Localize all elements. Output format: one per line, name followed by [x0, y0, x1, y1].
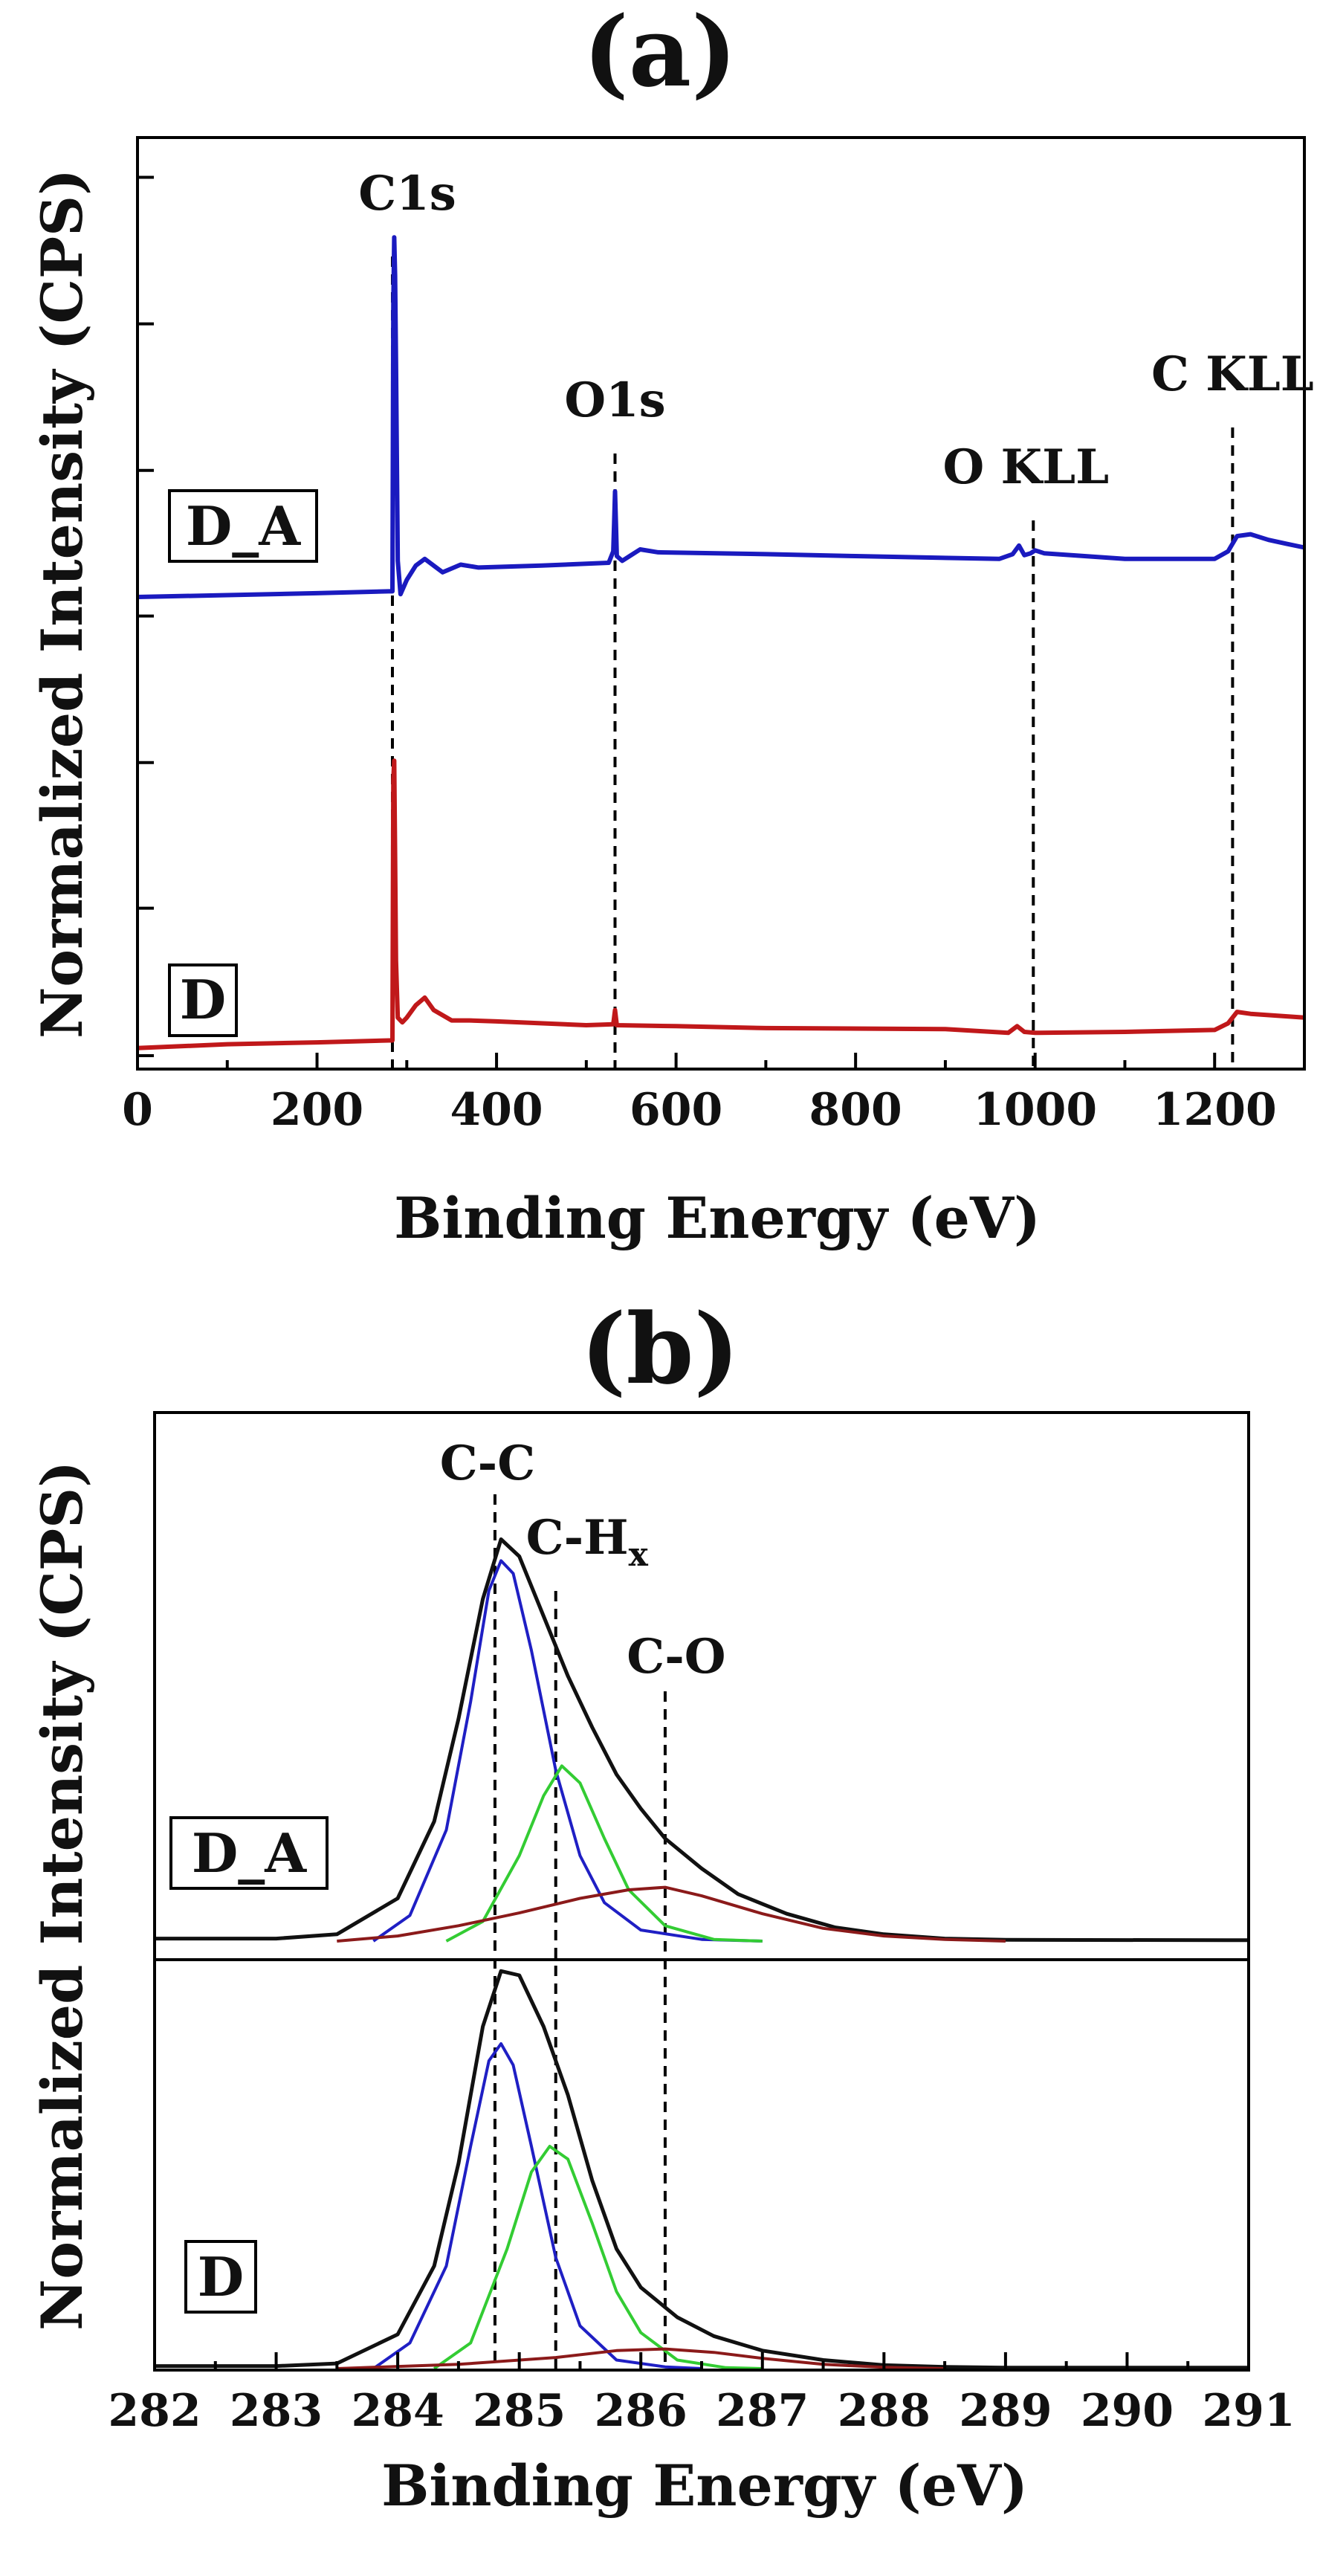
x-tick-label-b-286: 286	[595, 2385, 688, 2437]
panel-b-label: (b)	[580, 1292, 740, 1406]
x-tick-label-b-282: 282	[108, 2385, 201, 2437]
x-tick-label-b-287: 287	[716, 2385, 809, 2437]
peak-label-c-kll: C KLL	[1151, 346, 1314, 402]
fit-line-d-c-o-fit	[337, 2347, 945, 2370]
fit-line-d-a-envelope	[155, 1537, 1249, 1943]
x-tick-label-b-283: 283	[230, 2385, 323, 2437]
x-tick-label-b-284: 284	[351, 2385, 444, 2437]
peak-label-c-hx: C-Hx	[526, 1510, 649, 1574]
panel-b-xlabel: Binding Energy (eV)	[381, 2453, 1028, 2519]
x-tick-label-b-288: 288	[838, 2385, 931, 2437]
x-tick-label-a-400: 400	[450, 1084, 543, 1136]
x-tick-label-a-0: 0	[122, 1084, 153, 1136]
peak-label-o1s: O1s	[564, 372, 665, 428]
peak-label-c1s: C1s	[358, 166, 456, 222]
sample-label-da-a: D_A	[186, 494, 301, 558]
fit-line-d-c-c-fit	[372, 2042, 702, 2370]
fit-line-d-c-h-x-fit	[433, 2145, 763, 2370]
sample-label-d-b: D	[198, 2245, 244, 2308]
panel-b-frame	[153, 1411, 1250, 2372]
sample-label-box-da-b	[169, 1816, 329, 1890]
panel-a-xlabel: Binding Energy (eV)	[394, 1185, 1041, 1251]
series-line-d-a	[137, 235, 1305, 599]
fit-line-d-a-c-c-fit	[372, 1559, 763, 1943]
sample-label-box-d-b	[184, 2240, 257, 2314]
x-tick-label-a-800: 800	[809, 1084, 902, 1136]
sample-label-box-da-a	[168, 489, 318, 563]
panel-a: (a) 0 200 400 600 800 1000 1200 C1s O1s O KLL C K…	[29, 0, 1314, 1251]
sample-label-box-d-a	[168, 963, 238, 1037]
x-tick-label-a-1200: 1200	[1153, 1084, 1277, 1136]
x-tick-label-a-1000: 1000	[973, 1084, 1097, 1136]
sample-label-da-b: D_A	[192, 1821, 307, 1885]
panel-b-ylabel: Normalized Intensity (CPS)	[29, 1461, 95, 2331]
x-tick-label-b-290: 290	[1081, 2385, 1174, 2437]
panel-a-label: (a)	[583, 0, 737, 109]
panel-b: (b) 282 283 284 285 286 287 288 289 290 291 C-C C-…	[29, 1292, 1295, 2519]
peak-label-o-kll: O KLL	[942, 439, 1109, 495]
fit-line-d-envelope	[155, 1969, 1249, 2370]
panel-a-ylabel: Normalized Intensity (CPS)	[29, 169, 95, 1039]
panel-a-frame	[136, 136, 1306, 1071]
x-tick-label-b-291: 291	[1202, 2385, 1295, 2437]
sample-label-d-a: D	[180, 968, 226, 1031]
series-line-d	[137, 758, 1305, 1050]
peak-label-c-c: C-C	[440, 1436, 535, 1491]
x-tick-label-b-289: 289	[959, 2385, 1052, 2437]
peak-label-subscript: x	[629, 1536, 649, 1574]
fit-line-d-a-c-o-fit	[337, 1885, 1006, 1943]
peak-label-c-o: C-O	[627, 1629, 725, 1685]
x-tick-label-a-200: 200	[271, 1084, 363, 1136]
fit-line-d-a-c-h-x-fit	[445, 1764, 763, 1943]
x-tick-label-b-285: 285	[473, 2385, 566, 2437]
x-tick-label-a-600: 600	[630, 1084, 722, 1136]
